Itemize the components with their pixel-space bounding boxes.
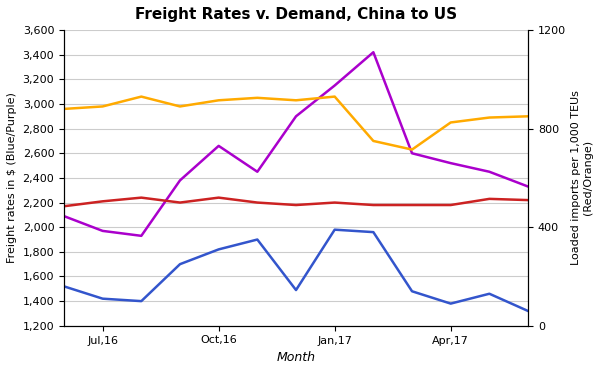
Title: Freight Rates v. Demand, China to US: Freight Rates v. Demand, China to US <box>135 7 457 22</box>
Y-axis label: Freight rates in $ (Blue/Purple): Freight rates in $ (Blue/Purple) <box>7 92 17 263</box>
Y-axis label: Loaded imports per 1,000 TEUs
(Red/Orange): Loaded imports per 1,000 TEUs (Red/Orang… <box>571 91 593 265</box>
X-axis label: Month: Month <box>277 351 316 364</box>
